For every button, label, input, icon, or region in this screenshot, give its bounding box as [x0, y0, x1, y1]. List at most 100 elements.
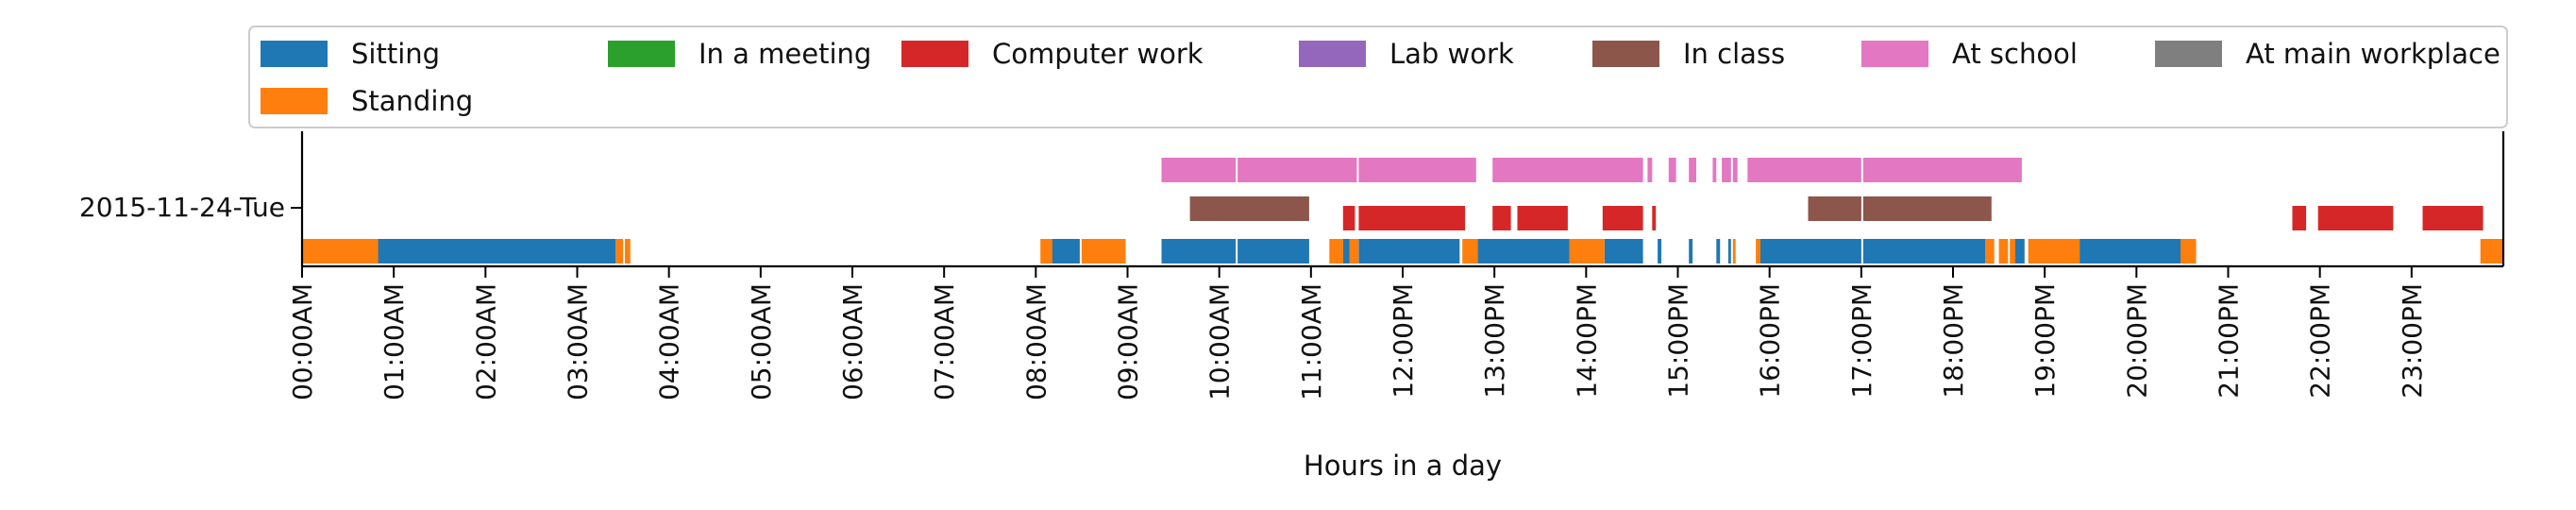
- bar-standing-2: [625, 239, 631, 264]
- bar-standing-1: [615, 239, 624, 264]
- activity-bars: [302, 158, 2503, 264]
- bar-sitting-6: [1475, 239, 1570, 264]
- x-tick-label-20: 20:00PM: [2121, 283, 2152, 399]
- bar-sitting-11: [1727, 239, 1731, 264]
- bar-at-school-10: [1747, 158, 1861, 182]
- bar-sitting-0: [375, 239, 616, 264]
- bar-computer-work-2: [1492, 206, 1511, 230]
- legend-swatch-7: [261, 88, 328, 114]
- x-tick-label-0: 00:00AM: [287, 283, 318, 400]
- bar-standing-15: [2180, 239, 2197, 264]
- x-tick-label-8: 08:00AM: [1020, 283, 1052, 400]
- bar-at-school-5: [1668, 158, 1676, 182]
- bar-sitting-4: [1342, 239, 1351, 264]
- bar-sitting-13: [1862, 239, 1992, 264]
- bar-at-school-0: [1161, 158, 1237, 182]
- bar-in-class-0: [1189, 196, 1309, 221]
- bar-at-school-2: [1358, 158, 1476, 182]
- bar-computer-work-4: [1602, 206, 1643, 230]
- legend-swatch-6: [2155, 41, 2222, 67]
- x-tick-label-3: 03:00AM: [563, 283, 594, 400]
- x-tick-label-10: 10:00AM: [1204, 283, 1236, 400]
- legend-label-0: Sitting: [351, 38, 440, 70]
- x-tick-label-13: 13:00PM: [1479, 283, 1510, 399]
- x-tick-label-11: 11:00AM: [1296, 283, 1327, 400]
- legend-swatch-3: [1299, 41, 1366, 67]
- y-row-label: 2015-11-24-Tue: [79, 192, 285, 223]
- bar-sitting-14: [2012, 239, 2025, 264]
- bar-computer-work-7: [2317, 206, 2394, 230]
- bar-standing-6: [1349, 239, 1359, 264]
- bar-computer-work-3: [1517, 206, 1568, 230]
- bar-computer-work-0: [1342, 206, 1355, 230]
- x-tick-label-22: 22:00PM: [2305, 283, 2336, 399]
- bar-at-school-7: [1712, 158, 1717, 182]
- legend-swatch-0: [261, 41, 328, 67]
- bar-sitting-5: [1358, 239, 1460, 264]
- legend-swatch-1: [608, 41, 675, 67]
- bar-standing-14: [2028, 239, 2080, 264]
- legend-label-6: At main workplace: [2246, 38, 2500, 70]
- legend-swatch-5: [1861, 41, 1928, 67]
- x-tick-label-2: 02:00AM: [470, 283, 501, 400]
- bar-computer-work-5: [1652, 206, 1657, 230]
- bar-at-school-9: [1732, 158, 1738, 182]
- bar-standing-0: [302, 239, 379, 264]
- bar-standing-16: [2480, 239, 2503, 264]
- x-tick-label-14: 14:00PM: [1571, 283, 1602, 399]
- bar-at-school-1: [1237, 158, 1357, 182]
- bar-standing-5: [1329, 239, 1343, 264]
- bar-in-class-1: [1808, 196, 1861, 221]
- bar-sitting-15: [2079, 239, 2182, 264]
- bar-sitting-8: [1658, 239, 1661, 264]
- bar-standing-7: [1462, 239, 1478, 264]
- x-tick-label-4: 04:00AM: [654, 283, 685, 400]
- legend-label-4: In class: [1683, 38, 1785, 70]
- legend-swatch-2: [901, 41, 968, 67]
- bar-sitting-10: [1716, 239, 1721, 264]
- x-tick-label-18: 18:00PM: [1938, 283, 1969, 399]
- bar-sitting-2: [1161, 239, 1237, 264]
- bar-in-class-2: [1862, 196, 1992, 221]
- x-tick-label-6: 06:00AM: [837, 283, 868, 400]
- bar-standing-8: [1569, 239, 1605, 264]
- x-tick-label-7: 07:00AM: [929, 283, 960, 400]
- legend-label-7: Standing: [351, 85, 473, 117]
- bar-standing-11: [1985, 239, 1995, 264]
- bar-at-school-6: [1689, 158, 1696, 182]
- bar-standing-4: [1081, 239, 1126, 264]
- legend-label-2: Computer work: [992, 38, 1204, 70]
- bar-standing-13: [2010, 239, 2015, 264]
- x-tick-label-19: 19:00PM: [2029, 283, 2061, 399]
- bar-computer-work-8: [2422, 206, 2483, 230]
- x-tick-label-17: 17:00PM: [1846, 283, 1877, 399]
- bar-at-school-4: [1647, 158, 1653, 182]
- x-tick-label-16: 16:00PM: [1755, 283, 1786, 399]
- x-axis-label: Hours in a day: [1304, 450, 1502, 482]
- x-tick-label-21: 21:00PM: [2214, 283, 2245, 399]
- x-tick-label-15: 15:00PM: [1663, 283, 1694, 399]
- bar-standing-10: [1756, 239, 1760, 264]
- bar-sitting-12: [1760, 239, 1861, 264]
- x-tick-label-23: 23:00PM: [2397, 283, 2428, 399]
- x-tick-label-5: 05:00AM: [746, 283, 777, 400]
- bar-at-school-8: [1722, 158, 1731, 182]
- bar-standing-12: [1998, 239, 2009, 264]
- legend-box: [248, 26, 2508, 128]
- bar-at-school-11: [1862, 158, 2022, 182]
- bar-computer-work-6: [2292, 206, 2307, 230]
- bar-at-school-3: [1492, 158, 1643, 182]
- x-tick-label-12: 12:00PM: [1388, 283, 1419, 399]
- bar-sitting-9: [1689, 239, 1693, 264]
- bar-computer-work-1: [1358, 206, 1466, 230]
- bar-standing-9: [1732, 239, 1736, 264]
- bar-sitting-3: [1237, 239, 1309, 264]
- legend-swatch-4: [1592, 41, 1659, 67]
- x-tick-label-9: 09:00AM: [1113, 283, 1144, 400]
- bar-standing-3: [1040, 239, 1052, 264]
- bar-sitting-7: [1604, 239, 1643, 264]
- legend-label-5: At school: [1952, 38, 2078, 70]
- x-axis-ticks: 00:00AM 01:00AM 02:00AM 03:00AM 04:00AM 05:00…: [287, 266, 2428, 400]
- x-tick-label-1: 01:00AM: [379, 283, 410, 400]
- legend: Sitting In a meeting Computer work Lab work…: [248, 26, 2508, 128]
